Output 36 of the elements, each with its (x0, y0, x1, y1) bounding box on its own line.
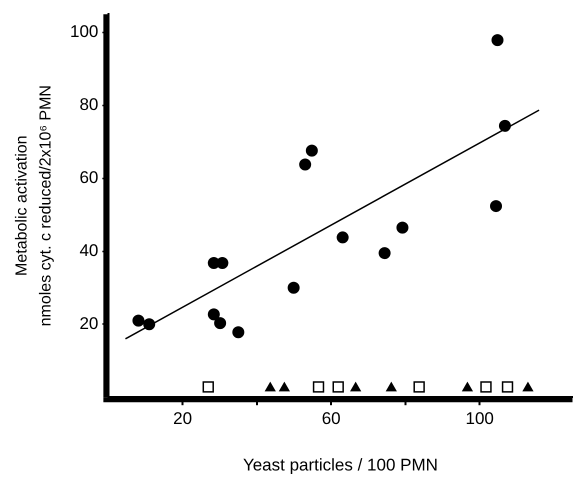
point (208, 308, 220, 320)
y-tick-label: 60 (79, 168, 98, 188)
point (502, 381, 514, 393)
point (350, 382, 361, 392)
point (490, 200, 502, 212)
point (214, 317, 226, 330)
point (306, 144, 318, 157)
y-axis-title: Metabolic activation nmoles cyt. c reduced/2x10⁶ PMN (13, 85, 54, 326)
x-axis-title: Yeast particles / 100 PMN (242, 455, 438, 474)
point (522, 382, 534, 392)
x-tick-label: 20 (173, 409, 192, 428)
y-tick-label: 100 (70, 22, 98, 42)
point (386, 382, 397, 392)
point (462, 382, 473, 392)
point (143, 318, 156, 330)
point (312, 381, 324, 393)
point (232, 326, 244, 338)
point (480, 381, 492, 393)
x-tick-label: 60 (322, 409, 341, 428)
point (491, 34, 504, 46)
y-tick-label: 80 (79, 95, 98, 114)
point (279, 382, 290, 392)
x-tick-label: 100 (465, 409, 494, 428)
point (264, 382, 276, 392)
point (413, 381, 425, 393)
y-tick-label: 40 (79, 240, 98, 260)
point (336, 231, 349, 244)
point (202, 381, 214, 393)
y-tick-label: 20 (79, 314, 98, 333)
point (288, 282, 300, 294)
point (299, 158, 312, 170)
point (498, 120, 511, 132)
point (332, 381, 344, 393)
point (132, 314, 144, 327)
point (396, 222, 408, 234)
point (378, 247, 391, 260)
